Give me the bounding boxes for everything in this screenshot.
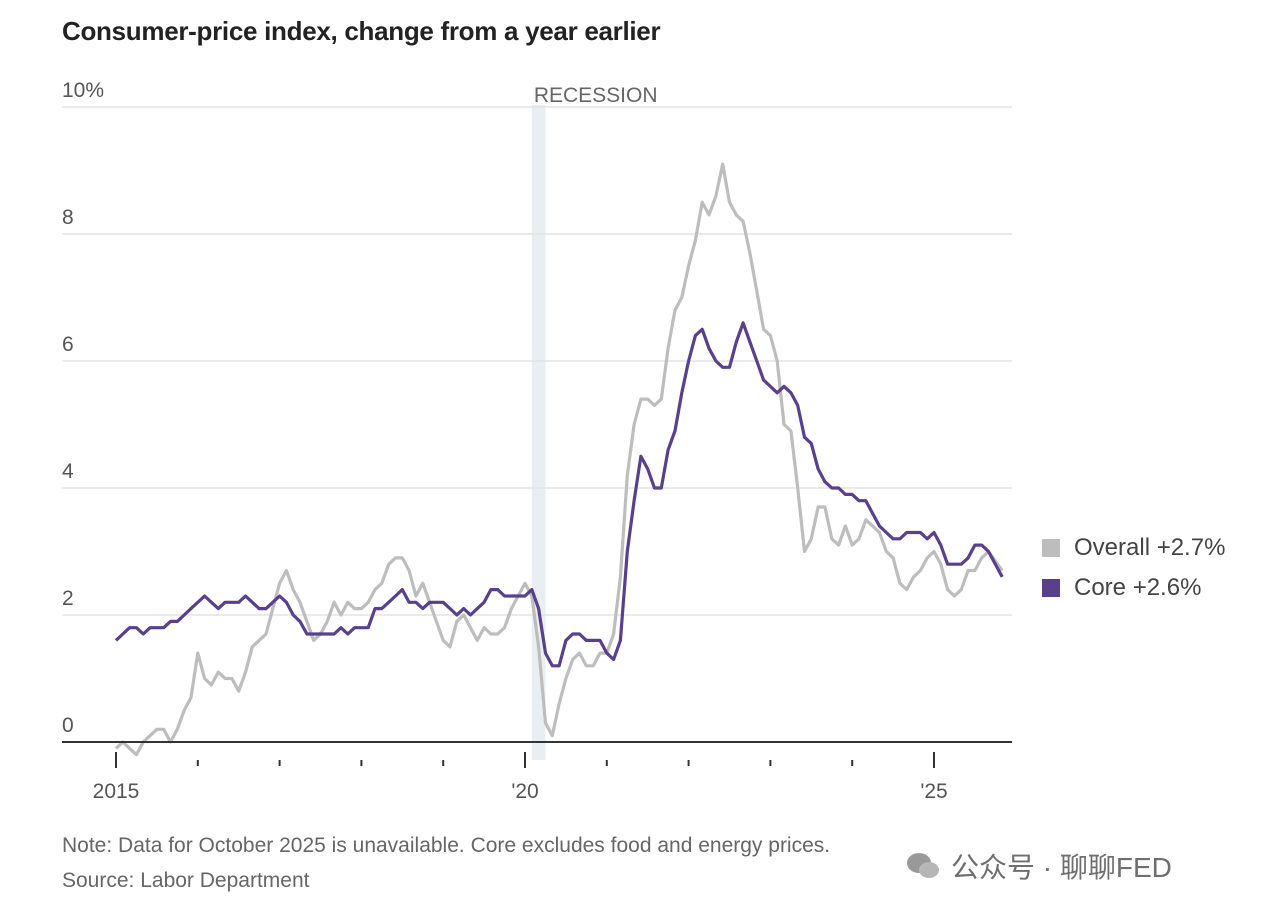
legend-swatch-overall xyxy=(1042,539,1060,557)
x-tick-label: '20 xyxy=(511,780,538,803)
y-tick-label: 2 xyxy=(62,587,74,610)
chart-title: Consumer-price index, change from a year… xyxy=(62,16,661,46)
y-tick-label: 8 xyxy=(62,206,74,229)
legend-label-core: Core +2.6% xyxy=(1074,574,1202,601)
series-line-core xyxy=(114,321,1004,668)
y-tick-label: 0 xyxy=(62,714,74,737)
wechat-icon xyxy=(907,853,939,878)
y-tick-label: 10% xyxy=(62,79,104,102)
y-tick-label: 6 xyxy=(62,333,74,356)
chart-note: Note: Data for October 2025 is unavailab… xyxy=(62,834,831,857)
legend-swatch-core xyxy=(1042,579,1060,597)
watermark: 公众号 · 聊聊FED xyxy=(905,846,1172,886)
legend-item-core: Core +2.6% xyxy=(1042,574,1201,602)
chart-source: Source: Labor Department xyxy=(62,869,310,892)
x-tick-label: '25 xyxy=(920,780,947,803)
legend-item-overall: Overall +2.7% xyxy=(1042,534,1225,562)
y-tick-label: 4 xyxy=(62,460,74,483)
series-line-overall xyxy=(114,162,1004,757)
x-tick-label: 2015 xyxy=(93,780,140,803)
legend-label-overall: Overall +2.7% xyxy=(1074,534,1226,561)
recession-label: RECESSION xyxy=(534,84,658,107)
watermark-text: 公众号 · 聊聊FED xyxy=(951,852,1172,883)
